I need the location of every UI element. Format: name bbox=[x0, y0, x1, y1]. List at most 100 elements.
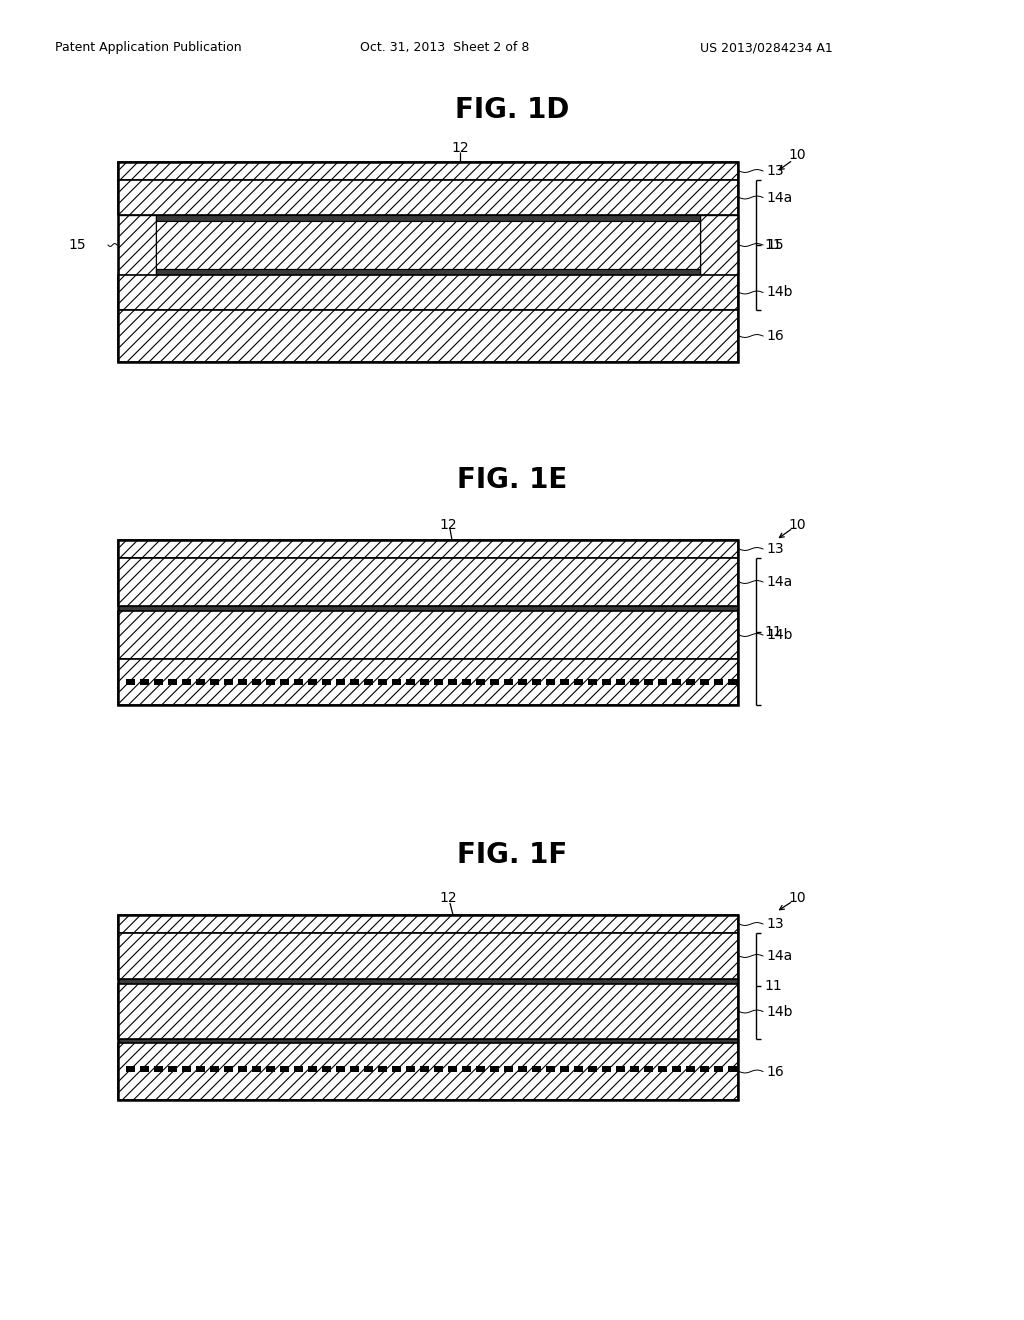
Text: 10: 10 bbox=[788, 517, 806, 532]
Text: 14a: 14a bbox=[766, 190, 793, 205]
Text: Patent Application Publication: Patent Application Publication bbox=[55, 41, 242, 54]
Bar bbox=[294, 1065, 303, 1072]
Text: 10: 10 bbox=[788, 891, 806, 906]
Bar bbox=[476, 678, 485, 685]
Text: 10: 10 bbox=[788, 148, 806, 162]
Bar bbox=[308, 1065, 317, 1072]
Bar bbox=[168, 678, 177, 685]
Text: 12: 12 bbox=[439, 517, 457, 532]
Bar bbox=[658, 678, 667, 685]
Bar bbox=[118, 162, 738, 180]
Bar bbox=[532, 678, 541, 685]
Bar bbox=[616, 678, 625, 685]
Bar bbox=[602, 1065, 611, 1072]
Text: 16: 16 bbox=[766, 1064, 783, 1078]
Bar bbox=[156, 215, 700, 220]
Bar bbox=[238, 1065, 247, 1072]
Bar bbox=[686, 1065, 695, 1072]
Bar bbox=[182, 1065, 191, 1072]
Bar bbox=[196, 678, 205, 685]
Bar bbox=[196, 1065, 205, 1072]
Bar bbox=[118, 310, 738, 362]
Bar bbox=[118, 659, 738, 705]
Bar bbox=[728, 678, 737, 685]
Bar bbox=[118, 933, 738, 979]
Text: Oct. 31, 2013  Sheet 2 of 8: Oct. 31, 2013 Sheet 2 of 8 bbox=[360, 41, 529, 54]
Text: 12: 12 bbox=[439, 891, 457, 906]
Bar bbox=[118, 979, 738, 983]
Bar bbox=[462, 678, 471, 685]
Bar bbox=[118, 540, 738, 558]
Bar bbox=[118, 611, 738, 659]
Bar bbox=[156, 220, 700, 269]
Bar bbox=[118, 915, 738, 933]
Bar bbox=[140, 1065, 150, 1072]
Bar bbox=[406, 678, 415, 685]
Bar bbox=[518, 678, 527, 685]
Bar bbox=[336, 1065, 345, 1072]
Bar bbox=[518, 1065, 527, 1072]
Bar bbox=[490, 678, 499, 685]
Bar bbox=[140, 678, 150, 685]
Bar bbox=[714, 678, 723, 685]
Text: 12: 12 bbox=[452, 141, 469, 154]
Bar bbox=[118, 180, 738, 215]
Bar bbox=[294, 678, 303, 685]
Bar bbox=[238, 678, 247, 685]
Bar bbox=[449, 1065, 457, 1072]
Bar bbox=[336, 678, 345, 685]
Text: 14b: 14b bbox=[766, 285, 793, 300]
Bar bbox=[630, 1065, 639, 1072]
Text: 11: 11 bbox=[764, 979, 781, 993]
Text: 14a: 14a bbox=[766, 576, 793, 589]
Text: 14a: 14a bbox=[766, 949, 793, 964]
Bar bbox=[322, 1065, 331, 1072]
Bar bbox=[364, 1065, 373, 1072]
Bar bbox=[420, 678, 429, 685]
Text: FIG. 1D: FIG. 1D bbox=[455, 96, 569, 124]
Bar bbox=[118, 983, 738, 1039]
Bar bbox=[378, 678, 387, 685]
Text: FIG. 1E: FIG. 1E bbox=[457, 466, 567, 494]
Text: 13: 13 bbox=[766, 164, 783, 178]
Bar bbox=[364, 678, 373, 685]
Bar bbox=[714, 1065, 723, 1072]
Bar bbox=[532, 1065, 541, 1072]
Bar bbox=[280, 1065, 289, 1072]
Text: 16: 16 bbox=[766, 329, 783, 343]
Bar bbox=[308, 678, 317, 685]
Bar bbox=[658, 1065, 667, 1072]
Bar bbox=[168, 1065, 177, 1072]
Bar bbox=[350, 678, 359, 685]
Bar bbox=[118, 215, 156, 275]
Bar bbox=[118, 540, 738, 705]
Bar bbox=[392, 1065, 401, 1072]
Text: 15: 15 bbox=[69, 238, 86, 252]
Bar bbox=[378, 1065, 387, 1072]
Bar bbox=[546, 1065, 555, 1072]
Bar bbox=[476, 1065, 485, 1072]
Bar bbox=[224, 678, 233, 685]
Bar bbox=[588, 678, 597, 685]
Text: 11: 11 bbox=[764, 624, 781, 639]
Bar bbox=[560, 1065, 569, 1072]
Bar bbox=[588, 1065, 597, 1072]
Bar bbox=[449, 678, 457, 685]
Bar bbox=[126, 1065, 135, 1072]
Bar bbox=[350, 1065, 359, 1072]
Bar bbox=[322, 678, 331, 685]
Bar bbox=[462, 1065, 471, 1072]
Bar bbox=[602, 678, 611, 685]
Bar bbox=[252, 1065, 261, 1072]
Bar bbox=[504, 678, 513, 685]
Bar bbox=[182, 678, 191, 685]
Text: 14b: 14b bbox=[766, 628, 793, 642]
Bar bbox=[700, 1065, 709, 1072]
Bar bbox=[210, 1065, 219, 1072]
Bar bbox=[280, 678, 289, 685]
Bar bbox=[118, 1043, 738, 1100]
Bar bbox=[672, 1065, 681, 1072]
Bar bbox=[644, 678, 653, 685]
Bar bbox=[420, 1065, 429, 1072]
Bar bbox=[118, 558, 738, 606]
